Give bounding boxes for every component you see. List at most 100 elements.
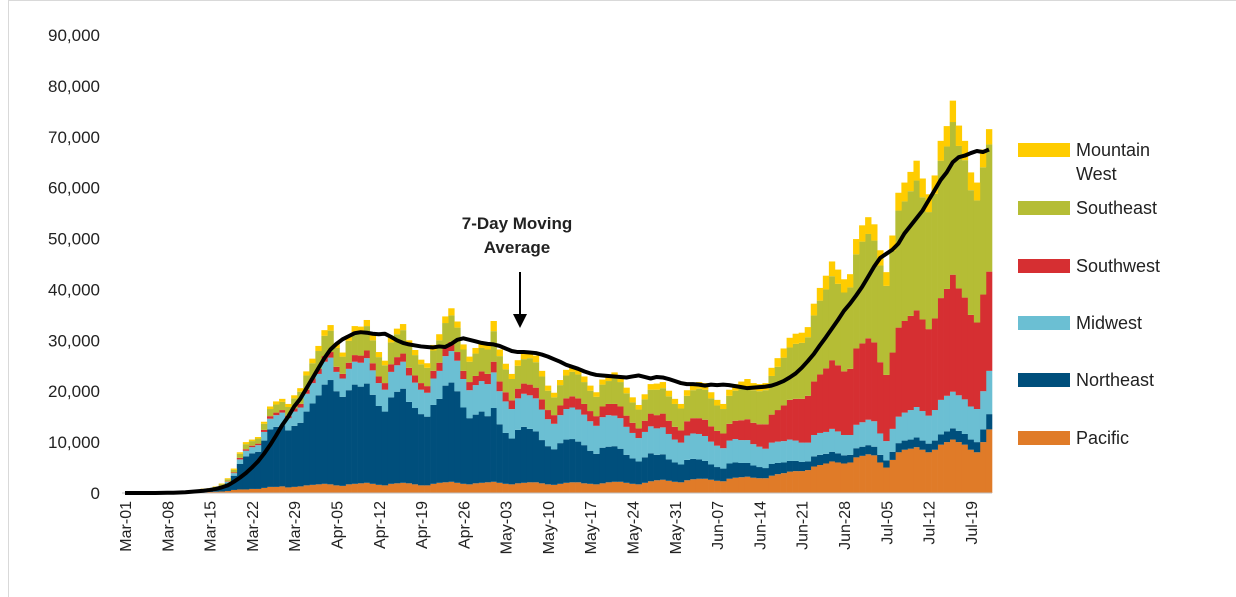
bar [708,441,715,465]
bar [901,201,908,321]
bar [774,358,781,367]
bar [653,383,661,390]
bar [581,483,588,493]
bar [230,472,238,474]
bar [816,374,824,433]
bar [230,469,238,473]
bar [418,383,425,390]
bar [363,319,371,327]
bar [267,429,274,487]
bar [931,410,938,441]
bar [605,375,612,382]
bar [460,344,467,350]
bar [798,398,806,443]
bar [557,405,564,416]
bar [828,360,836,429]
bar [865,233,872,339]
bar [804,461,812,471]
legend-swatch [1018,373,1070,387]
bar [913,310,920,407]
bar [405,375,413,402]
bar [273,401,280,405]
bar [393,334,401,358]
x-tick-label: Mar-22 [245,501,262,552]
bar [683,480,691,493]
bar [442,316,449,324]
bar [913,447,920,493]
bar [762,478,769,493]
bar [979,442,987,493]
bar [309,403,316,485]
bar [532,398,540,432]
bar [224,478,232,480]
bar [345,484,352,493]
bar [575,441,582,483]
bar [508,409,516,439]
bar [961,140,969,161]
bar [599,483,606,493]
bar [399,388,407,483]
bar [750,422,757,445]
bar [575,482,582,493]
bar [738,462,745,478]
bar [877,265,884,363]
bar [236,457,244,460]
bar [919,411,926,441]
bar [375,484,383,493]
legend-swatch [1018,431,1070,445]
bar [508,438,516,485]
bar [949,274,957,392]
bar [279,486,286,493]
bar [405,367,413,376]
bar [460,483,467,493]
bar [979,294,987,392]
legend-label: Southeast [1076,198,1158,218]
bar [448,382,455,482]
bar [847,434,854,455]
bar [840,279,848,293]
bar [792,333,799,344]
bar [363,482,371,493]
bar [714,405,721,431]
bar [744,419,751,441]
bar [593,425,600,454]
bar [683,395,691,422]
bar [955,125,963,146]
bar [629,483,636,493]
bar [339,356,346,374]
bar [871,421,878,447]
bar [393,328,401,335]
bar [804,470,812,493]
bar [387,483,395,493]
bar [490,481,497,493]
bar [369,363,377,371]
bar [327,357,334,381]
bar [949,428,957,440]
legend-label: Mountain West [1076,140,1151,184]
bar [508,373,516,380]
bar [762,390,769,425]
bar [629,458,636,484]
bar [436,334,443,341]
bar [514,429,522,484]
bar [720,468,727,482]
bar [526,384,534,396]
bar [297,486,304,493]
bar [985,144,993,272]
x-tick-label: Jun-21 [795,501,812,550]
bar [345,390,352,485]
bar [593,453,600,485]
bar [236,489,244,493]
bar [883,467,890,493]
bar [967,449,975,493]
bar [418,389,425,415]
bar [901,320,908,413]
bar [297,407,304,423]
bar [412,355,419,376]
bar [599,406,606,418]
bar [460,407,467,484]
x-tick-label: Jul-12 [922,501,939,545]
bar [647,426,654,454]
bar [520,383,528,394]
bar [581,382,588,404]
